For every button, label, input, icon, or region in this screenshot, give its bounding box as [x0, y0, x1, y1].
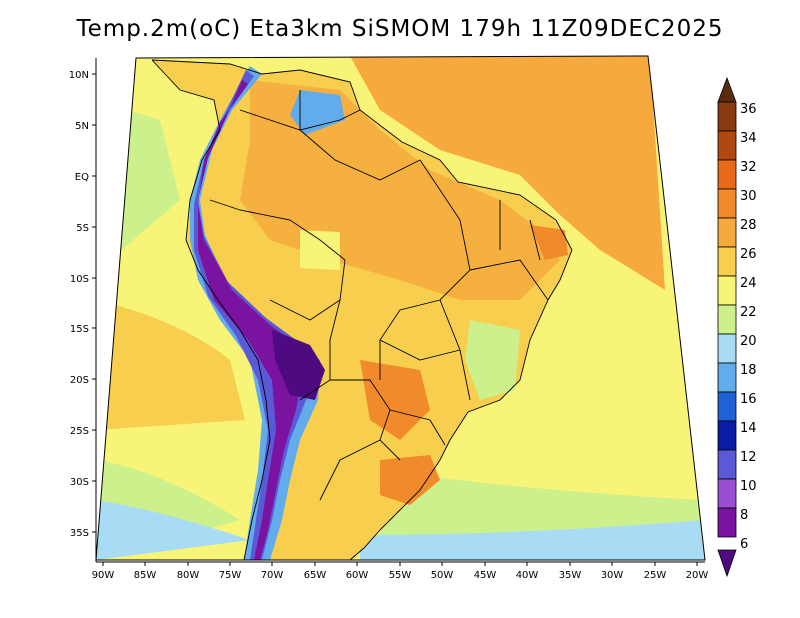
lon-label: 45W	[474, 570, 497, 581]
colorbar-label: 18	[740, 363, 757, 378]
colorbar-arrow-bottom	[717, 549, 737, 578]
colorbar-box	[717, 159, 737, 190]
colorbar-labels: 36 34 32 30 28 26 24 22 20 18 16 14 12 1…	[740, 102, 757, 552]
lon-label: 65W	[304, 570, 327, 581]
colorbar-label: 16	[740, 392, 757, 407]
atlantic-cold-band	[360, 520, 705, 560]
andes-high	[198, 80, 304, 560]
lon-label: 85W	[134, 570, 157, 581]
colorbar-box	[717, 362, 737, 393]
colorbar-box	[717, 246, 737, 277]
pacific-warm-band	[96, 300, 245, 430]
atlantic-warm-band	[350, 56, 665, 290]
colorbar-box	[717, 101, 737, 132]
northeast-hot	[530, 225, 568, 260]
colorbar-label: 10	[740, 479, 757, 494]
lat-label: 5N	[75, 121, 89, 132]
colorbar-label: 26	[740, 247, 757, 262]
lon-label: 25W	[644, 570, 667, 581]
lat-label: 5S	[76, 223, 89, 234]
colorbar-box	[717, 449, 737, 480]
lon-label: 90W	[92, 570, 115, 581]
colorbar-box	[717, 304, 737, 335]
colorbar-arrow-top	[717, 76, 737, 103]
lon-label: 70W	[261, 570, 284, 581]
western-amazon-cool	[300, 230, 340, 270]
colorbar-label: 34	[740, 131, 757, 146]
lon-label: 30W	[601, 570, 624, 581]
pacific-cold-band	[96, 500, 250, 560]
chaco-hot	[360, 360, 430, 440]
lon-label: 35W	[559, 570, 582, 581]
colorbar-box	[717, 275, 737, 306]
lat-label: EQ	[75, 172, 89, 183]
colorbar-box	[717, 478, 737, 509]
map-title: Temp.2m(oC) Eta3km SiSMOM 179h 11Z09DEC2…	[76, 16, 724, 42]
colorbar-box	[717, 217, 737, 248]
colorbar-label: 24	[740, 276, 757, 291]
lat-label: 15S	[70, 324, 89, 335]
lat-label: 10N	[69, 70, 89, 81]
lat-label: 25S	[70, 426, 89, 437]
lon-label: 50W	[431, 570, 454, 581]
colorbar-boxes	[717, 101, 737, 538]
colorbar-box	[717, 130, 737, 161]
altiplano	[272, 330, 325, 400]
lat-label: 35S	[70, 528, 89, 539]
colorbar-label: 28	[740, 218, 757, 233]
brazil-highlands-cool	[465, 320, 520, 400]
lon-label: 20W	[686, 570, 709, 581]
colorbar-label: 8	[740, 508, 748, 523]
longitude-axis: 90W 85W 80W 75W 70W 65W 60W 55W 50W 45W …	[92, 561, 709, 581]
lon-label: 75W	[219, 570, 242, 581]
lon-label: 40W	[516, 570, 539, 581]
colorbar-label: 22	[740, 305, 757, 320]
country-borders	[151, 59, 573, 561]
colorbar-label: 12	[740, 450, 757, 465]
colorbar-box	[717, 420, 737, 451]
lon-label: 55W	[389, 570, 412, 581]
guiana-cool	[290, 90, 345, 135]
colorbar-label: 30	[740, 189, 757, 204]
colorbar-box	[717, 188, 737, 219]
domain-outline	[95, 55, 706, 561]
colorbar-label: 32	[740, 160, 757, 175]
lat-label: 30S	[70, 477, 89, 488]
colorbar-box	[717, 391, 737, 422]
lat-label: 20S	[70, 375, 89, 386]
lon-label: 60W	[346, 570, 369, 581]
colorbar-label: 36	[740, 102, 757, 117]
colorbar-label: 6	[740, 537, 748, 552]
colorbar-box	[717, 333, 737, 364]
pampas-hot	[380, 455, 440, 505]
colorbar-box	[717, 507, 737, 538]
latitude-axis: 10N 5N EQ 5S 10S 15S 20S 25S 30S 35S	[69, 58, 97, 562]
colorbar-label: 20	[740, 334, 757, 349]
lon-label: 80W	[177, 570, 200, 581]
colorbar: 36 34 32 30 28 26 24 22 20 18 16 14 12 1…	[717, 76, 757, 578]
colorbar-label: 14	[740, 421, 757, 436]
lat-label: 10S	[70, 274, 89, 285]
